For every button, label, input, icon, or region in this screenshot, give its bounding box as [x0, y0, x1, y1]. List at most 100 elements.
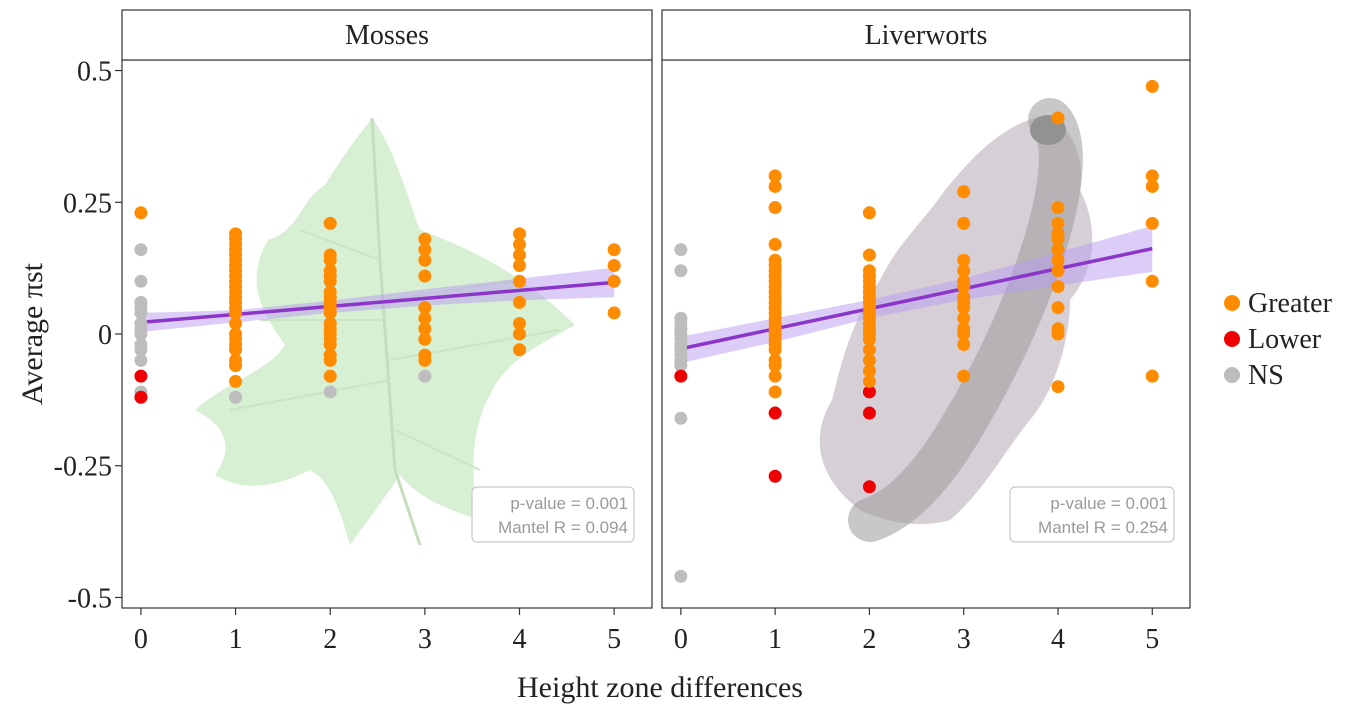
data-point-greater	[513, 237, 526, 251]
panel-title: Liverworts	[865, 20, 988, 51]
y-tick-label: 0.25	[63, 188, 112, 219]
data-point-greater	[768, 237, 782, 251]
data-point-ns	[674, 243, 688, 257]
data-point-lower	[862, 406, 876, 420]
x-tick-label: 2	[862, 624, 876, 655]
data-point-greater	[862, 364, 876, 378]
data-point-greater	[957, 253, 971, 267]
data-point-greater	[768, 169, 782, 183]
x-tick-label: 2	[323, 624, 337, 655]
data-point-greater	[957, 280, 971, 294]
data-point-greater	[134, 206, 148, 220]
data-point-greater	[862, 332, 876, 346]
data-point-greater	[513, 259, 526, 272]
data-point-greater	[1145, 79, 1159, 93]
legend-swatch-greater	[1224, 295, 1240, 311]
stats-pvalue: p-value = 0.001	[1050, 494, 1168, 513]
data-point-greater	[607, 306, 621, 320]
data-point-greater	[1051, 301, 1065, 315]
data-point-greater	[862, 206, 876, 220]
data-point-greater	[513, 248, 526, 262]
data-point-lower	[862, 385, 876, 399]
data-point-greater	[957, 369, 971, 383]
stats-mantel: Mantel R = 0.094	[498, 518, 628, 537]
data-point-greater	[768, 385, 782, 399]
panel-liverworts: Liverworts 0 1 2 3 4 5 p-value = 0.001 Mantel…	[661, 9, 1191, 655]
legend-swatch-lower	[1224, 331, 1240, 347]
data-point-greater	[323, 306, 337, 320]
trend-line	[140, 280, 615, 325]
data-point-greater	[513, 343, 526, 357]
data-point-greater	[1145, 369, 1159, 383]
data-point-greater	[957, 311, 971, 325]
data-point-greater	[418, 232, 432, 246]
data-point-ns	[323, 385, 337, 399]
data-point-greater	[862, 248, 876, 262]
data-point-greater	[418, 253, 432, 267]
data-point-greater	[1051, 232, 1065, 246]
y-tick-label: 0	[98, 320, 112, 351]
data-point-lower	[768, 406, 782, 420]
data-point-greater	[513, 316, 526, 330]
data-point-ns	[674, 359, 688, 373]
y-axis: -0.5 -0.25 0 0.25 0.5	[54, 57, 122, 614]
x-tick-label: 0	[134, 624, 148, 655]
data-point-greater	[229, 343, 243, 357]
y-tick-label: -0.25	[54, 452, 112, 483]
data-point-greater	[1051, 380, 1065, 394]
stats-pvalue: p-value = 0.001	[510, 494, 628, 513]
strip-background	[661, 9, 1191, 61]
x-tick-label: 5	[1145, 624, 1159, 655]
data-point-greater	[957, 216, 971, 230]
data-point-greater	[1051, 243, 1065, 257]
data-point-greater	[418, 322, 432, 336]
data-point-greater	[418, 311, 432, 325]
data-point-greater	[1051, 216, 1065, 230]
data-point-greater	[323, 369, 337, 383]
stats-mantel: Mantel R = 0.254	[1038, 518, 1168, 537]
data-point-ns	[134, 306, 148, 320]
data-point-greater	[957, 301, 971, 315]
data-point-greater	[323, 338, 337, 352]
data-point-ns	[229, 390, 243, 404]
x-axis: 0 1 2 3 4 5	[674, 608, 1159, 655]
data-point-greater	[1145, 179, 1159, 193]
stats-box: p-value = 0.001 Mantel R = 0.094	[471, 486, 635, 543]
strip-background	[121, 9, 653, 61]
data-point-greater	[607, 274, 621, 288]
data-point-greater	[1145, 216, 1159, 230]
data-point-greater	[513, 227, 526, 241]
data-point-greater	[323, 274, 337, 288]
data-point-greater	[957, 264, 971, 278]
data-point-ns	[674, 569, 688, 583]
data-point-greater	[323, 216, 337, 230]
data-point-greater	[229, 374, 243, 388]
data-point-greater	[1051, 111, 1065, 125]
data-point-lower	[134, 390, 148, 404]
moss-icon	[195, 117, 575, 546]
data-point-greater	[768, 201, 782, 215]
legend-label-ns: NS	[1248, 360, 1284, 391]
data-point-greater	[418, 301, 432, 315]
data-point-lower	[134, 369, 148, 383]
confidence-band	[680, 225, 1153, 363]
data-point-greater	[768, 179, 782, 193]
data-point-ns	[134, 243, 148, 257]
y-tick-label: -0.5	[68, 583, 112, 614]
x-tick-label: 1	[768, 624, 782, 655]
panel-title: Mosses	[345, 20, 429, 51]
data-point-greater	[1051, 253, 1065, 267]
data-point-greater	[607, 259, 621, 272]
data-point-greater	[229, 359, 243, 373]
data-point-ns	[674, 264, 688, 278]
data-point-greater	[768, 343, 782, 357]
legend: Greater Lower NS	[1224, 288, 1333, 391]
x-tick-label: 1	[229, 624, 243, 655]
data-point-greater	[957, 327, 971, 341]
data-point-greater	[418, 353, 432, 367]
x-tick-label: 5	[607, 624, 621, 655]
x-tick-label: 3	[418, 624, 432, 655]
data-point-ns	[418, 369, 432, 383]
data-point-ns	[134, 353, 148, 367]
data-point-ns	[134, 327, 148, 341]
